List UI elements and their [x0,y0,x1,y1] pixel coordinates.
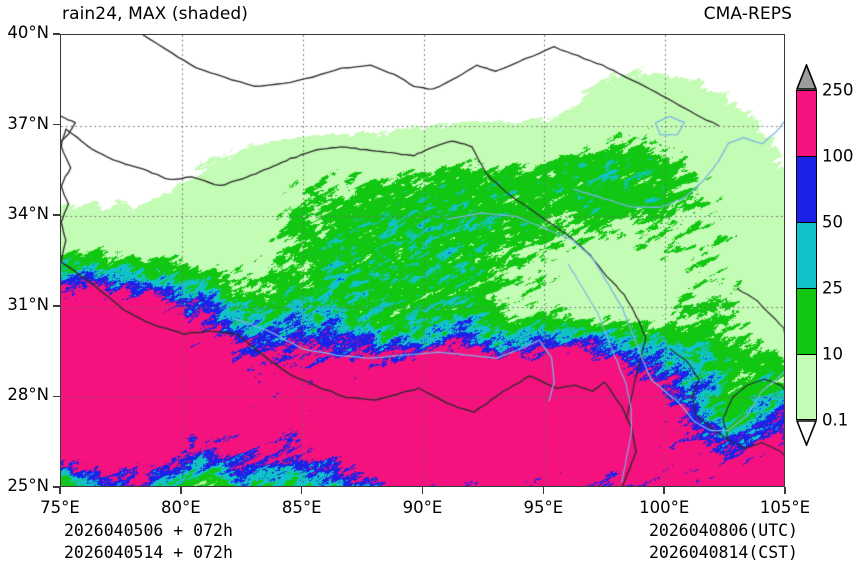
y-tick [53,395,60,398]
x-tick [180,487,182,494]
x-tick [784,487,786,494]
chart-title-left: rain24, MAX (shaded) [62,4,249,24]
colorbar-band [796,90,817,156]
x-axis-label: 105°E [759,498,811,517]
map-plot-area [60,34,785,487]
y-axis-label: 31°N [7,294,49,314]
x-tick [300,487,303,494]
y-axis-label: 40°N [7,23,49,42]
x-tick [59,487,61,494]
x-axis-label: 80°E [160,498,201,517]
precipitation-shaded-field [61,35,784,486]
x-tick [421,487,424,494]
colorbar-label: 100 [822,146,854,166]
y-tick [53,305,60,307]
colorbar-label: 50 [822,212,843,232]
colorbar-band [796,222,817,288]
x-axis-label: 85°E [281,498,322,517]
x-axis-label: 100°E [639,498,690,517]
x-axis-label: 90°E [402,498,443,517]
colorbar-label: 250 [822,80,854,100]
colorbar-band [796,354,817,420]
footer-init-time-utc: 2026040506 + 072h [64,521,233,540]
y-axis-label: 28°N [7,385,49,405]
y-axis-label: 25°N [7,476,49,495]
colorbar-under-cap [795,420,818,448]
colorbar-label: 0.1 [822,410,849,430]
y-tick [53,123,60,126]
colorbar: 250 100 50 25 10 0.1 [795,62,854,448]
footer-init-time-cst: 2026040514 + 072h [64,543,233,562]
chart-title-right: CMA-REPS [703,4,792,24]
footer-valid-time-utc: 2026040806(UTC) [648,521,798,540]
y-tick [53,33,60,35]
x-tick [542,487,545,494]
colorbar-label: 25 [822,278,843,298]
x-axis-label: 95°E [523,498,564,517]
colorbar-over-cap [795,62,818,90]
x-axis-label: 75°E [40,498,80,517]
y-tick [53,486,60,488]
colorbar-band [796,288,817,354]
y-axis-label: 37°N [7,113,49,133]
colorbar-band [796,156,817,222]
footer-valid-time-cst: 2026040814(CST) [648,543,798,562]
x-tick [663,487,665,494]
y-axis-label: 34°N [7,204,49,224]
y-tick [53,214,60,216]
colorbar-label: 10 [822,344,843,364]
